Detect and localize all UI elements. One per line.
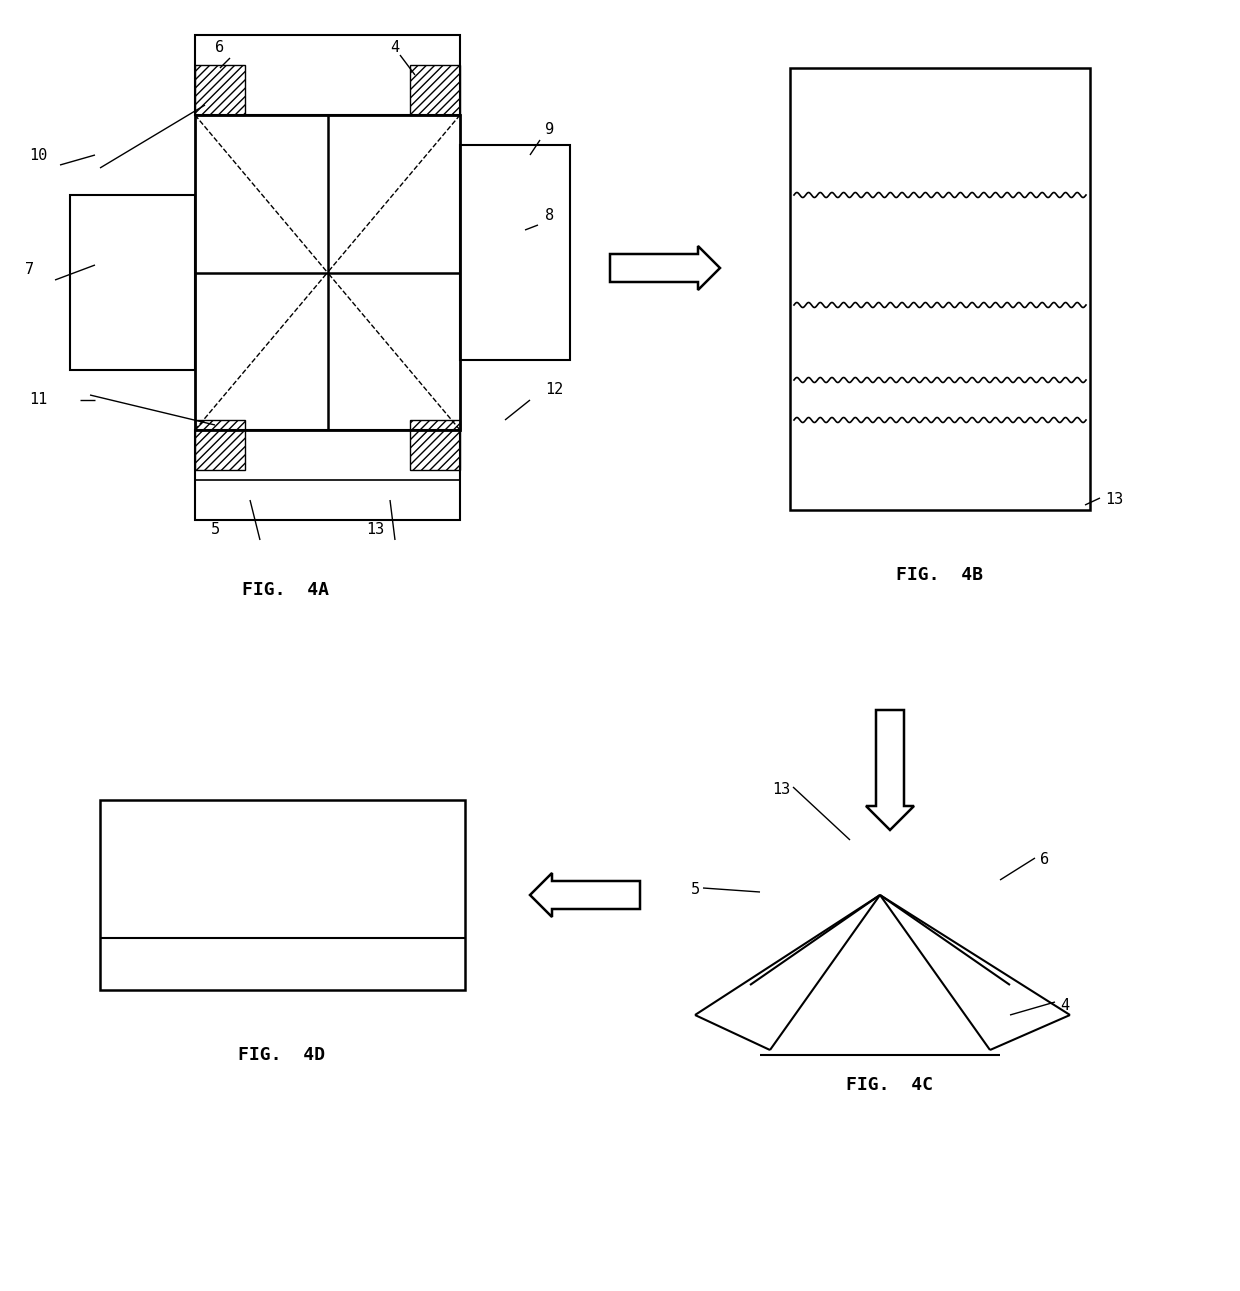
Bar — [69, 195, 195, 371]
Text: 9: 9 — [546, 123, 554, 138]
Text: FIG.  4D: FIG. 4D — [238, 1046, 325, 1064]
Text: 11: 11 — [29, 392, 47, 408]
Text: FIG.  4B: FIG. 4B — [897, 565, 983, 584]
Text: FIG.  4A: FIG. 4A — [242, 581, 329, 599]
Bar — [410, 65, 460, 115]
Bar — [790, 68, 1090, 510]
Text: 4: 4 — [391, 40, 399, 56]
Bar — [195, 115, 460, 430]
Bar — [195, 65, 246, 115]
Bar — [195, 430, 460, 520]
Text: 13: 13 — [1105, 492, 1123, 507]
Text: 8: 8 — [546, 208, 554, 222]
Text: 10: 10 — [29, 147, 47, 163]
Text: 13: 13 — [366, 523, 384, 537]
Text: 5: 5 — [211, 523, 219, 537]
Text: 5: 5 — [691, 883, 701, 897]
Text: 13: 13 — [771, 782, 790, 798]
Text: 4: 4 — [1060, 998, 1069, 1012]
Text: 12: 12 — [546, 382, 563, 398]
Text: FIG.  4C: FIG. 4C — [847, 1075, 934, 1093]
Bar — [195, 35, 460, 115]
Bar — [460, 145, 570, 360]
Bar — [195, 420, 246, 470]
Bar — [410, 420, 460, 470]
Text: 6: 6 — [1040, 852, 1049, 868]
Bar — [100, 800, 465, 990]
Text: 7: 7 — [26, 262, 35, 278]
Text: 6: 6 — [216, 40, 224, 56]
